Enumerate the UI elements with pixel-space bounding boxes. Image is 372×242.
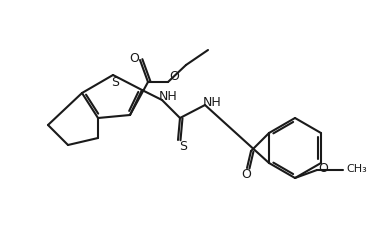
Text: S: S	[179, 139, 187, 152]
Text: NH: NH	[158, 91, 177, 104]
Text: O: O	[169, 69, 179, 83]
Text: O: O	[241, 167, 251, 181]
Text: O: O	[129, 53, 139, 66]
Text: CH₃: CH₃	[347, 164, 368, 174]
Text: O: O	[318, 162, 328, 175]
Text: S: S	[111, 76, 119, 89]
Text: NH: NH	[203, 96, 221, 108]
